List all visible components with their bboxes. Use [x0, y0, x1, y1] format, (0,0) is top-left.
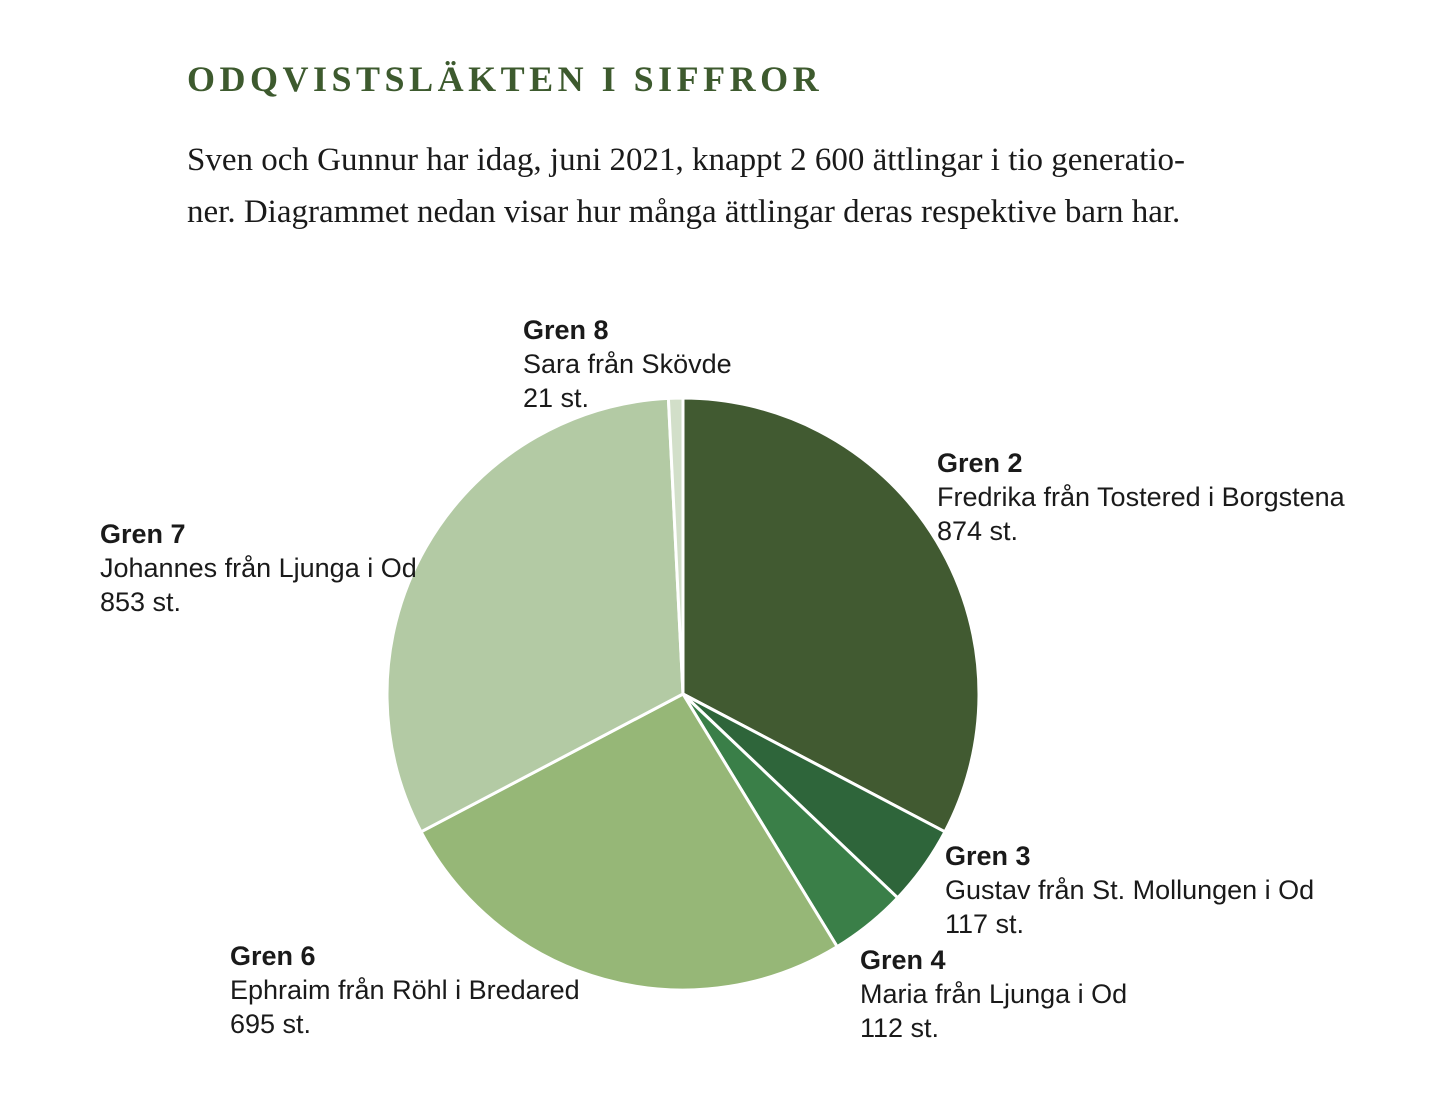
label-gren-4-person: Maria från Ljunga i Od — [860, 979, 1128, 1009]
label-gren-6-count: 695 st. — [230, 1009, 312, 1039]
label-gren-4-branch: Gren 4 — [860, 945, 946, 975]
label-gren-8-branch: Gren 8 — [523, 315, 609, 345]
pie-slice-gren-7 — [385, 396, 685, 834]
page-heading: ODQVISTSLÄKTEN I SIFFROR — [187, 59, 824, 99]
label-gren-7: Gren 7 Johannes från Ljunga i Od 853 st. — [100, 517, 417, 619]
label-gren-7-count: 853 st. — [100, 587, 182, 617]
label-gren-2: Gren 2 Fredrika från Tostered i Borgsten… — [937, 446, 1345, 548]
label-gren-3-person: Gustav från St. Mollungen i Od — [945, 875, 1315, 905]
intro-line-1: Sven och Gunnur har idag, juni 2021, kna… — [187, 142, 1186, 178]
label-gren-2-count: 874 st. — [937, 516, 1019, 546]
label-gren-4: Gren 4 Maria från Ljunga i Od 112 st. — [860, 943, 1127, 1045]
label-gren-7-person: Johannes från Ljunga i Od — [100, 553, 417, 583]
label-gren-6: Gren 6 Ephraim från Röhl i Bredared 695 … — [230, 939, 580, 1041]
label-gren-6-person: Ephraim från Röhl i Bredared — [230, 975, 580, 1005]
label-gren-8-count: 21 st. — [523, 383, 590, 413]
pie-slice-gren-8 — [666, 396, 685, 696]
pie-slice-gren-6 — [419, 692, 839, 992]
intro-line-2: ner. Diagrammet nedan visar hur många ät… — [187, 194, 1181, 230]
label-gren-2-branch: Gren 2 — [937, 448, 1023, 478]
label-gren-8: Gren 8 Sara från Skövde 21 st. — [523, 313, 732, 415]
pie-slice-gren-2 — [681, 396, 981, 834]
label-gren-7-branch: Gren 7 — [100, 519, 186, 549]
label-gren-2-person: Fredrika från Tostered i Borgstena — [937, 482, 1345, 512]
intro-text: Sven och Gunnur har idag, juni 2021, kna… — [187, 134, 1297, 238]
label-gren-3-count: 117 st. — [945, 909, 1025, 939]
label-gren-3-branch: Gren 3 — [945, 841, 1031, 871]
label-gren-4-count: 112 st. — [860, 1013, 940, 1043]
label-gren-8-person: Sara från Skövde — [523, 349, 732, 379]
label-gren-6-branch: Gren 6 — [230, 941, 316, 971]
label-gren-3: Gren 3 Gustav från St. Mollungen i Od 11… — [945, 839, 1314, 941]
